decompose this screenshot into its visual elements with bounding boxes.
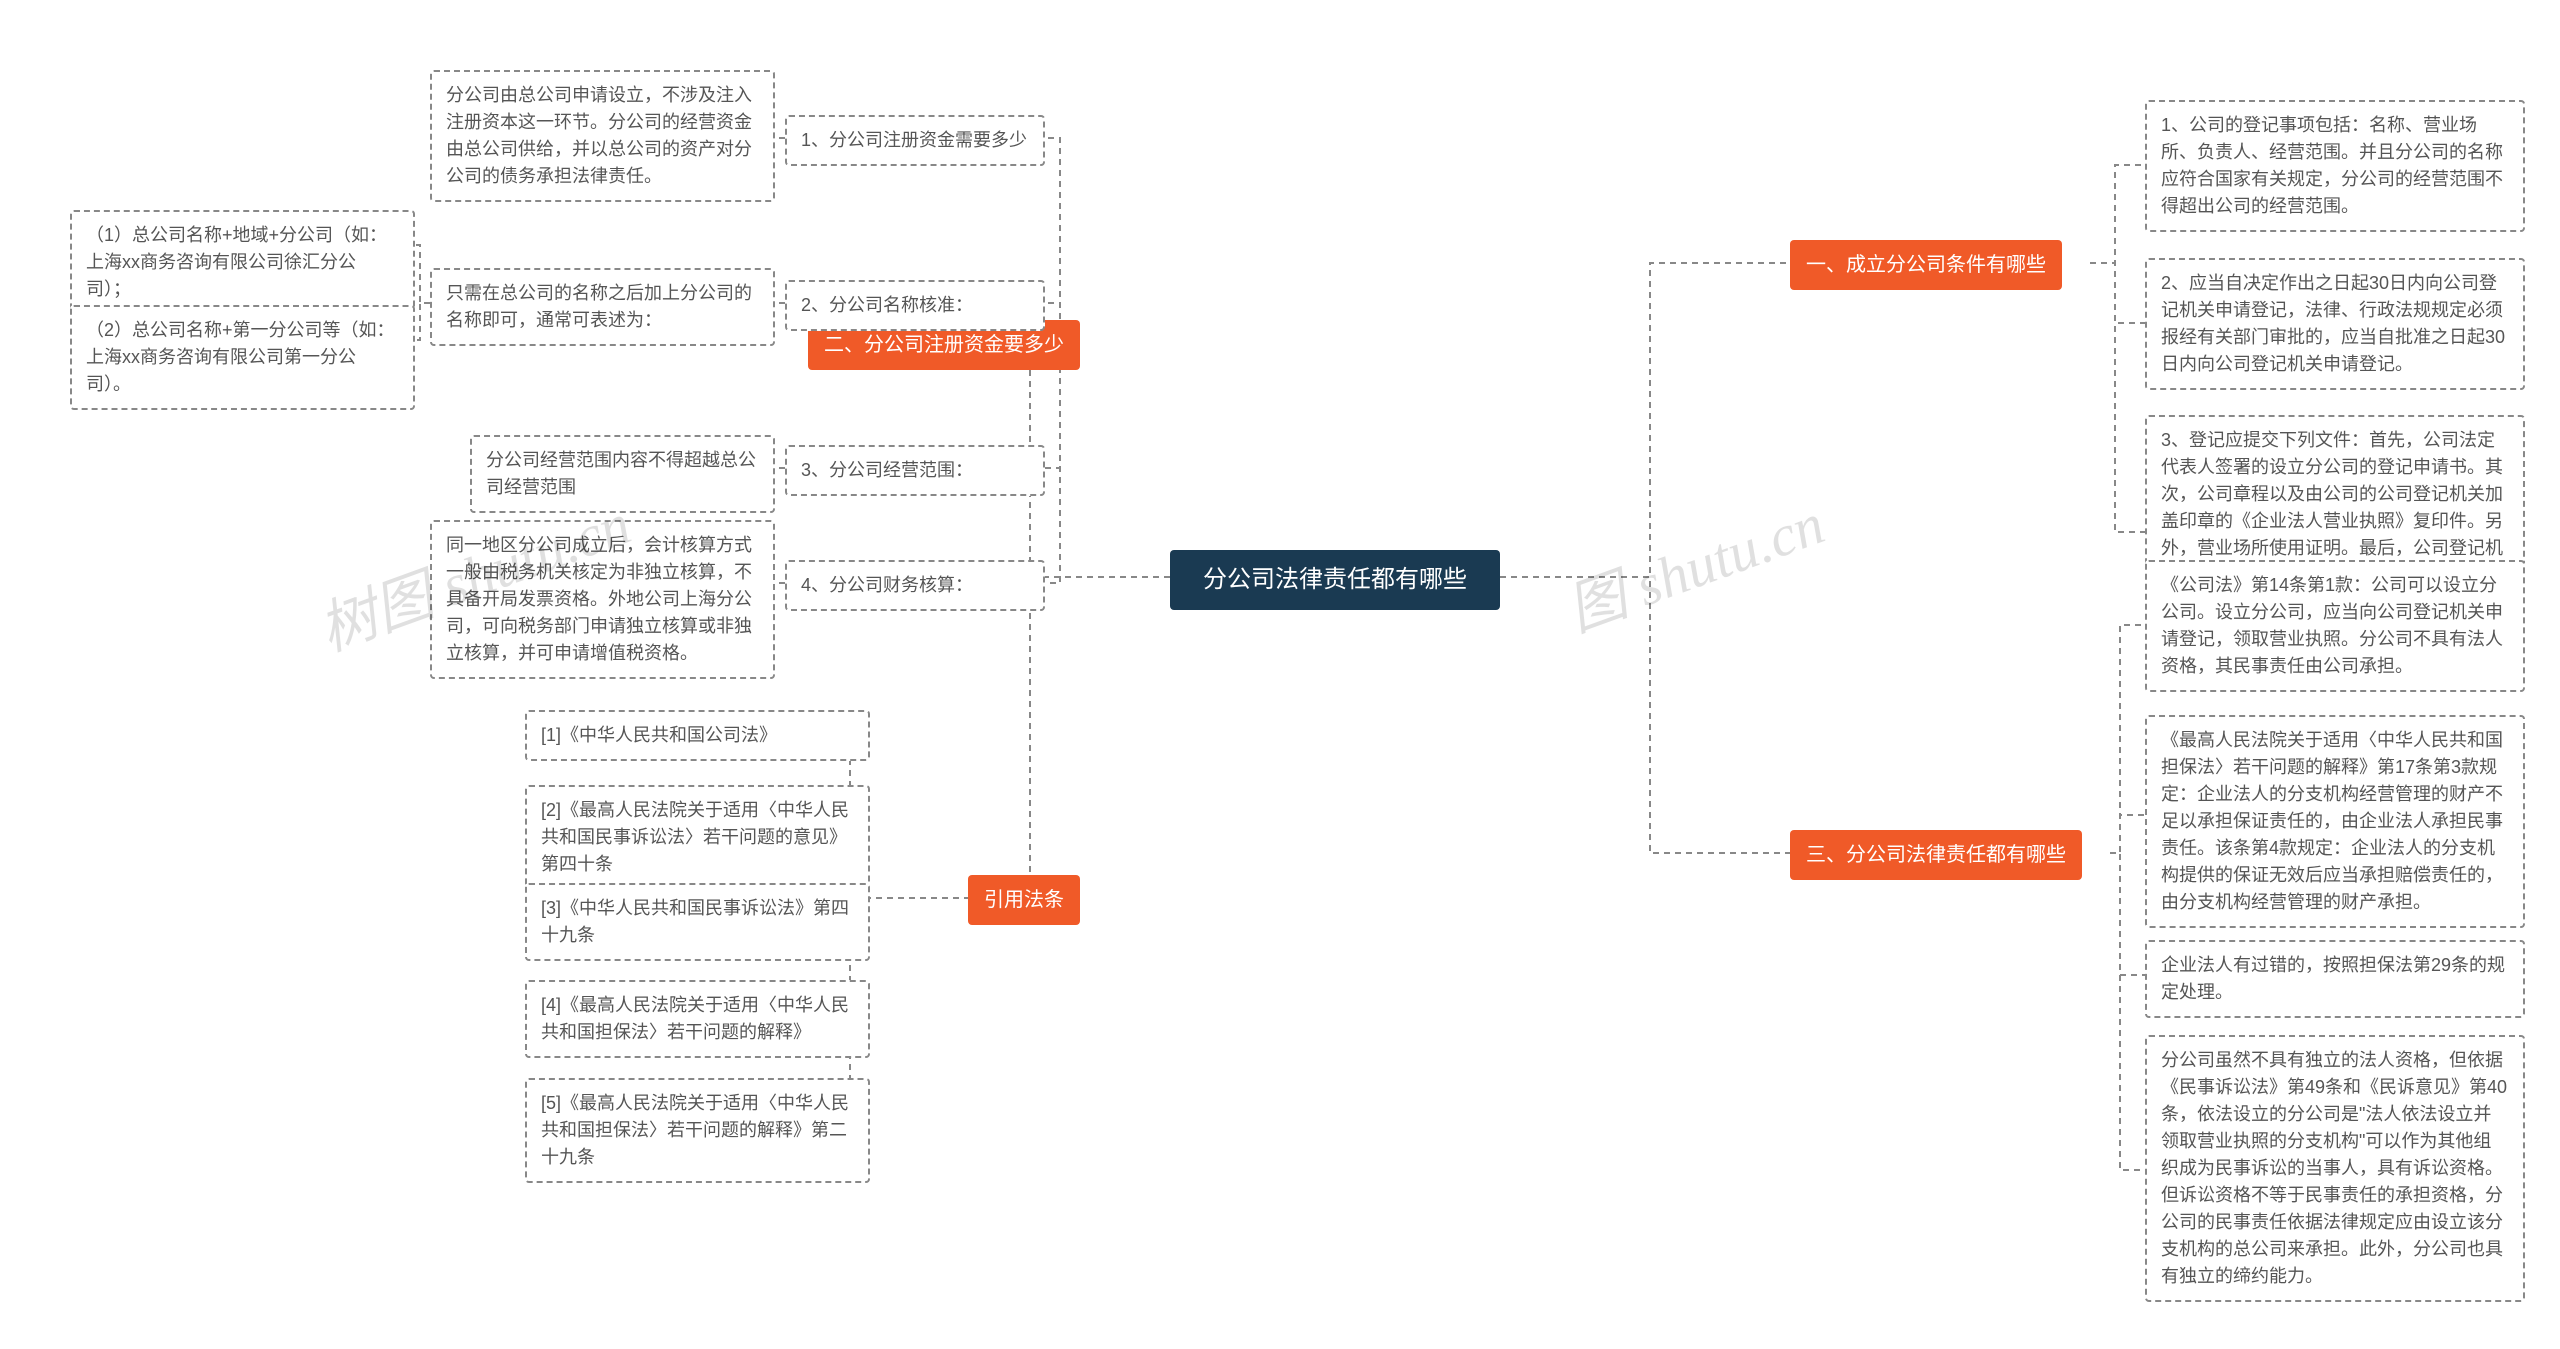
root-node: 分公司法律责任都有哪些 <box>1170 550 1500 610</box>
b4-leaf-3: [3]《中华人民共和国民事诉讼法》第四十九条 <box>525 883 870 961</box>
b3-leaf-3: 企业法人有过错的，按照担保法第29条的规定处理。 <box>2145 940 2525 1018</box>
b3-leaf-2: 《最高人民法院关于适用〈中华人民共和国担保法〉若干问题的解释》第17条第3款规定… <box>2145 715 2525 928</box>
b2-text-2b: （2）总公司名称+第一分公司等（如：上海xx商务咨询有限公司第一分公司）。 <box>70 305 415 410</box>
b3-leaf-4: 分公司虽然不具有独立的法人资格，但依据《民事诉讼法》第49条和《民诉意见》第40… <box>2145 1035 2525 1302</box>
b1-leaf-1: 1、公司的登记事项包括：名称、营业场所、负责人、经营范围。并且分公司的名称应符合… <box>2145 100 2525 232</box>
watermark-2: 图 shutu.cn <box>1554 477 1834 647</box>
b2-text-4: 同一地区分公司成立后，会计核算方式一般由税务机关核定为非独立核算，不具备开局发票… <box>430 520 775 679</box>
b1-leaf-2: 2、应当自决定作出之日起30日内向公司登记机关申请登记，法律、行政法规规定必须报… <box>2145 258 2525 390</box>
b2-text-1: 分公司由总公司申请设立，不涉及注入注册资本这一环节。分公司的经营资金由总公司供给… <box>430 70 775 202</box>
b4-leaf-1: [1]《中华人民共和国公司法》 <box>525 710 870 761</box>
b2-text-2: 只需在总公司的名称之后加上分公司的名称即可，通常可表述为： <box>430 268 775 346</box>
branch-3: 三、分公司法律责任都有哪些 <box>1790 830 2082 880</box>
b2-text-3: 分公司经营范围内容不得超越总公司经营范围 <box>470 435 775 513</box>
branch-1: 一、成立分公司条件有哪些 <box>1790 240 2062 290</box>
b4-leaf-2: [2]《最高人民法院关于适用〈中华人民共和国民事诉讼法〉若干问题的意见》第四十条 <box>525 785 870 890</box>
b4-leaf-5: [5]《最高人民法院关于适用〈中华人民共和国担保法〉若干问题的解释》第二十九条 <box>525 1078 870 1183</box>
branch-4: 引用法条 <box>968 875 1080 925</box>
b2-sub-1: 1、分公司注册资金需要多少 <box>785 115 1045 166</box>
b2-sub-2: 2、分公司名称核准： <box>785 280 1045 331</box>
b3-leaf-1: 《公司法》第14条第1款：公司可以设立分公司。设立分公司，应当向公司登记机关申请… <box>2145 560 2525 692</box>
b2-sub-3: 3、分公司经营范围： <box>785 445 1045 496</box>
b2-sub-4: 4、分公司财务核算： <box>785 560 1045 611</box>
b4-leaf-4: [4]《最高人民法院关于适用〈中华人民共和国担保法〉若干问题的解释》 <box>525 980 870 1058</box>
b2-text-2a: （1）总公司名称+地域+分公司（如：上海xx商务咨询有限公司徐汇分公司）； <box>70 210 415 315</box>
